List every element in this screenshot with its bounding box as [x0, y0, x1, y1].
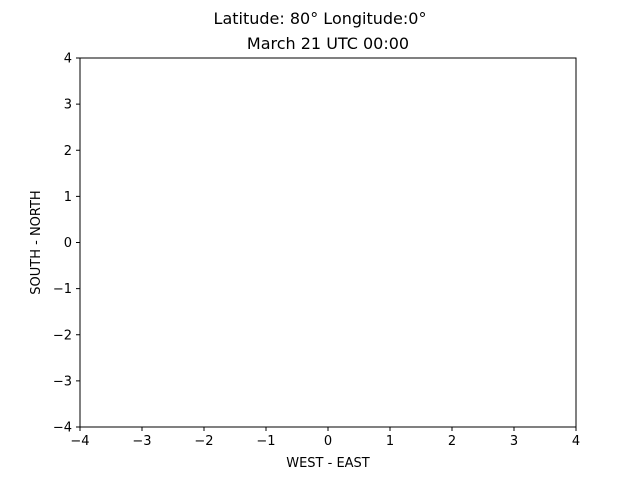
y-axis-label: SOUTH - NORTH — [29, 190, 44, 294]
x-tick-label: 2 — [448, 434, 456, 449]
plot-area — [79, 57, 577, 428]
y-tick-label: 1 — [64, 190, 72, 205]
chart-subtitle: March 21 UTC 00:00 — [247, 34, 409, 53]
x-tick-label: 0 — [324, 434, 332, 449]
x-tick-label: 1 — [386, 434, 394, 449]
x-axis-label: WEST - EAST — [286, 456, 370, 471]
x-axis: −4 −3 −2 −1 0 1 2 3 4 — [70, 427, 580, 449]
chart-title: Latitude: 80° Longitude:0° — [214, 9, 427, 28]
y-tick-label: 2 — [64, 144, 72, 159]
y-tick-label: 3 — [64, 98, 72, 113]
x-tick-label: −4 — [70, 434, 89, 449]
x-tick-label: 4 — [572, 434, 580, 449]
y-axis: −4 −3 −2 −1 0 1 2 3 4 — [53, 52, 80, 436]
y-tick-label: −4 — [53, 421, 72, 436]
y-tick-label: −3 — [53, 374, 72, 389]
y-tick-label: 0 — [64, 236, 72, 251]
x-tick-label: 3 — [510, 434, 518, 449]
x-tick-label: −3 — [132, 434, 151, 449]
y-tick-label: −2 — [53, 328, 72, 343]
x-tick-label: −1 — [256, 434, 275, 449]
x-tick-label: −2 — [194, 434, 213, 449]
y-tick-label: −1 — [53, 282, 72, 297]
y-tick-label: 4 — [64, 52, 72, 67]
